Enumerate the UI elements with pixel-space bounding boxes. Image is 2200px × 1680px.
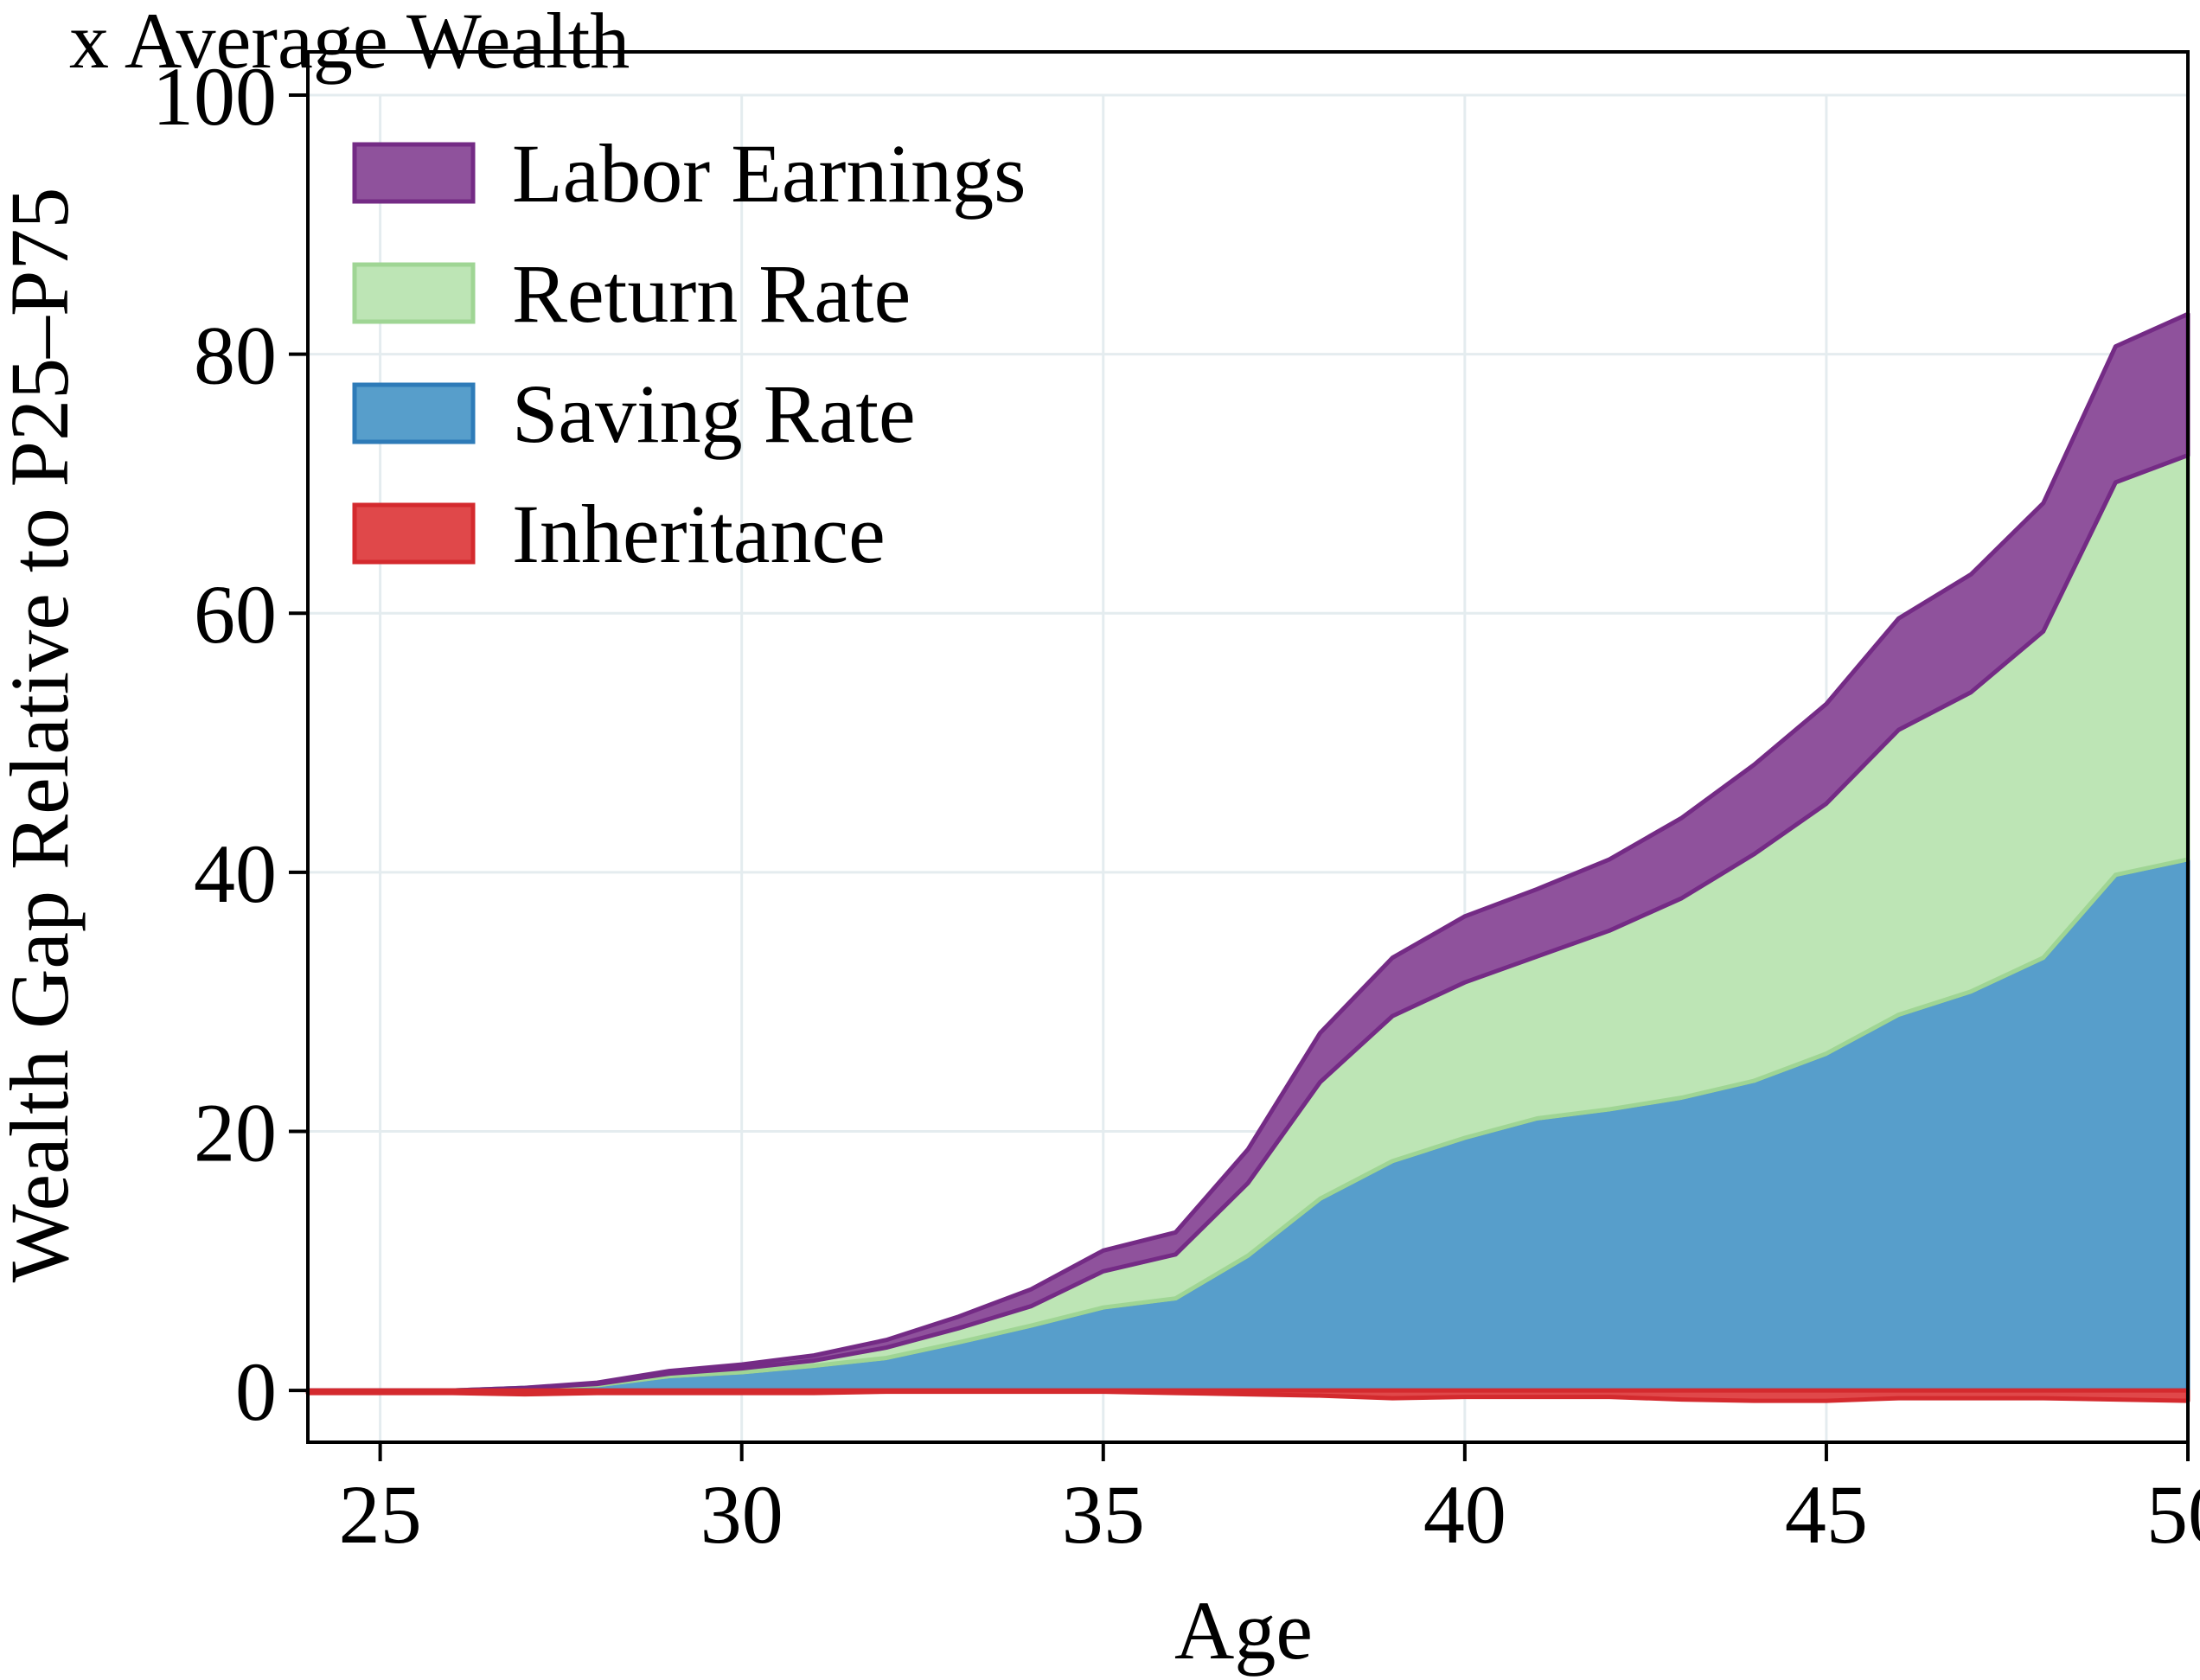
x-tick-label: 50 xyxy=(2146,1468,2200,1561)
x-tick-label: 25 xyxy=(339,1468,422,1561)
plot-area: 0 20 40 60 80 100 25 30 35 40 45 50 xyxy=(152,50,2200,1561)
data-areas xyxy=(305,311,2190,1403)
x-tick-label: 30 xyxy=(700,1468,783,1561)
y-axis-title: Wealth Gap Relative to P25–P75 xyxy=(0,188,86,1283)
y-tick-label: 20 xyxy=(194,1086,277,1179)
y-tick-label: 40 xyxy=(194,827,277,920)
legend-label-saving-rate: Saving Rate xyxy=(512,367,916,460)
legend: Labor Earnings Return Rate Saving Rate Inhe… xyxy=(352,127,1026,580)
legend-swatch-saving-rate xyxy=(352,382,476,444)
legend-swatch-labor-earnings xyxy=(352,142,476,204)
legend-label-labor-earnings: Labor Earnings xyxy=(512,127,1026,220)
x-tick-label: 40 xyxy=(1423,1468,1506,1561)
y-tick-label: 100 xyxy=(152,50,277,143)
top-left-note: x Average Wealth xyxy=(69,0,630,85)
legend-label-inheritance: Inheritance xyxy=(512,488,886,580)
legend-swatch-inheritance xyxy=(352,502,476,565)
legend-label-return-rate: Return Rate xyxy=(512,247,911,340)
y-tick-label: 80 xyxy=(194,310,277,402)
x-tick-label: 35 xyxy=(1062,1468,1145,1561)
x-axis-title: Age xyxy=(1174,1584,1313,1677)
legend-swatch-return-rate xyxy=(352,262,476,324)
area-inheritance xyxy=(305,1388,2190,1403)
x-tick-label: 45 xyxy=(1785,1468,1868,1561)
plot-frame xyxy=(306,50,2190,1444)
y-tick-label: 60 xyxy=(194,568,277,661)
y-tick-label: 0 xyxy=(235,1345,277,1438)
axes: 0 20 40 60 80 100 25 30 35 40 45 50 xyxy=(152,50,2200,1561)
